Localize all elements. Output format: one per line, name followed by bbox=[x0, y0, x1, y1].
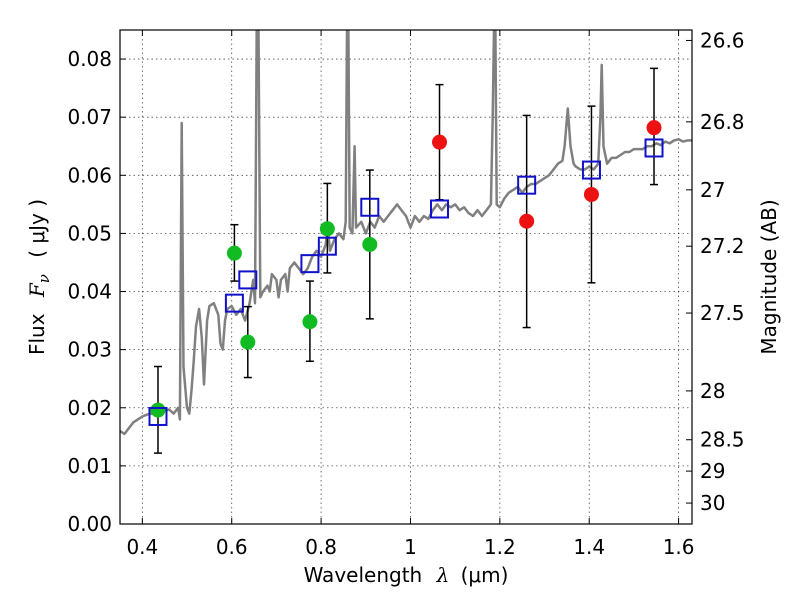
flux-point-circle bbox=[583, 186, 599, 202]
y-tick-label: 0.05 bbox=[67, 221, 112, 245]
x-tick-label: 1.4 bbox=[573, 535, 605, 559]
y2-tick-label: 30 bbox=[700, 491, 725, 515]
y2-tick-label: 27 bbox=[700, 178, 725, 202]
flux-point-circle bbox=[519, 213, 535, 229]
flux-point-circle bbox=[240, 334, 256, 350]
x-tick-label: 1.2 bbox=[484, 535, 516, 559]
flux-point-circle bbox=[362, 236, 378, 252]
y2-axis-title: Magnitude (AB) bbox=[757, 199, 781, 354]
flux-point-circle bbox=[319, 221, 335, 237]
model-spectrum-line bbox=[120, 30, 692, 436]
y2-tick-label: 28 bbox=[700, 379, 725, 403]
x-tick-label: 0.6 bbox=[216, 535, 248, 559]
synthetic-flux-square bbox=[224, 293, 244, 313]
y-tick-label: 0.00 bbox=[67, 512, 112, 536]
synthetic-flux-square bbox=[300, 254, 320, 274]
synthetic-flux-square bbox=[238, 270, 258, 290]
tick-layer: 0.4 0.6 0.8 1 1.2 1.4 1.6 0.00 0.01 0.02 0.03 0.04 0… bbox=[67, 28, 744, 559]
y2-tick-label: 26.8 bbox=[700, 110, 745, 134]
flux-point-circle bbox=[226, 245, 242, 261]
synthetic-flux-square bbox=[644, 138, 664, 158]
flux-point-circle bbox=[646, 120, 662, 136]
synthetic-flux-square bbox=[317, 236, 337, 256]
x-tick-label: 0.8 bbox=[305, 535, 337, 559]
y-tick-label: 0.06 bbox=[67, 163, 112, 187]
spectrum-layer bbox=[120, 30, 692, 436]
flux-point-circle bbox=[150, 402, 166, 418]
y-tick-label: 0.08 bbox=[67, 47, 112, 71]
x-tick-label: 1 bbox=[404, 535, 417, 559]
y2-tick-label: 27.5 bbox=[700, 301, 745, 325]
plot-frame bbox=[119, 29, 693, 525]
x-tick-label: 1.6 bbox=[663, 535, 695, 559]
synthetic-flux-square bbox=[148, 406, 168, 426]
y2-tick-label: 27.2 bbox=[700, 234, 745, 258]
synthetic-flux-square bbox=[430, 199, 450, 219]
y-tick-label: 0.07 bbox=[67, 105, 112, 129]
x-axis-title: Wavelength λ (μm) bbox=[304, 563, 509, 587]
y2-tick-label: 28.5 bbox=[700, 428, 745, 452]
synthetic-flux-square bbox=[360, 197, 380, 217]
y-tick-label: 0.03 bbox=[67, 338, 112, 362]
x-tick-label: 0.4 bbox=[126, 535, 158, 559]
y-tick-label: 0.01 bbox=[67, 454, 112, 478]
errorbar-layer bbox=[153, 67, 659, 454]
y-axis-title: Flux Fν ( μJy ) bbox=[25, 199, 54, 355]
y-tick-label: 0.02 bbox=[67, 396, 112, 420]
flux-point-circle bbox=[302, 314, 318, 330]
flux-point-circle bbox=[432, 134, 448, 150]
grid-layer bbox=[120, 30, 692, 525]
marker-layer bbox=[148, 120, 664, 426]
y2-tick-label: 29 bbox=[700, 459, 725, 483]
y2-tick-label: 26.6 bbox=[700, 28, 745, 52]
y-tick-label: 0.04 bbox=[67, 280, 112, 304]
synthetic-flux-square bbox=[517, 175, 537, 195]
synthetic-flux-square bbox=[581, 160, 601, 180]
